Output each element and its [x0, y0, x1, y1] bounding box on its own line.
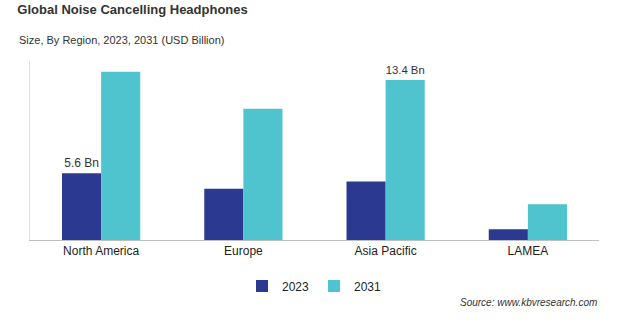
- svg-text:2031: 2031: [354, 280, 381, 294]
- svg-text:North America: North America: [63, 244, 139, 258]
- svg-text:5.6 Bn: 5.6 Bn: [64, 156, 99, 170]
- svg-text:2023: 2023: [282, 280, 309, 294]
- svg-text:13.4 Bn: 13.4 Bn: [386, 64, 425, 76]
- svg-text:Global Noise Cancelling Headph: Global Noise Cancelling Headphones: [17, 2, 247, 17]
- svg-text:LAMEA: LAMEA: [508, 244, 549, 258]
- svg-text:Size, By Region, 2023, 2031 (U: Size, By Region, 2023, 2031 (USD Billion…: [19, 34, 224, 46]
- svg-text:Europe: Europe: [224, 244, 263, 258]
- svg-text:Asia Pacific: Asia Pacific: [355, 244, 417, 258]
- svg-text:Source: www.kbvresearch.com: Source: www.kbvresearch.com: [460, 297, 597, 308]
